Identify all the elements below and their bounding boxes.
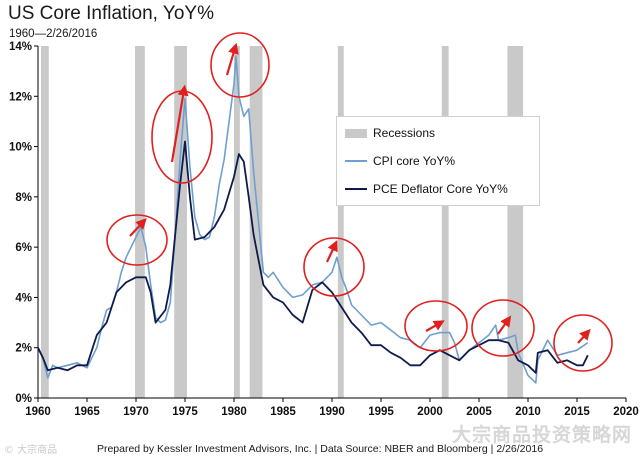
y-tick-label: 14% [9,41,32,53]
x-tick-label: 2005 [466,406,492,418]
annotation-arrow-1970 [129,217,147,237]
annotations [106,32,613,372]
annotation-circle-1990 [303,237,365,297]
chart-title: US Core Inflation, YoY% [8,3,214,24]
annotation-arrow-2008 [497,315,512,335]
series-line-cpi-core [37,55,589,384]
chart-subtitle: 1960—2/26/2016 [9,28,98,40]
legend-swatch-recessions [345,128,367,138]
source-footer: Prepared by Kessler Investment Advisors,… [96,443,544,455]
recession-band [249,46,263,398]
recession-band [234,46,240,398]
y-tick-label: 2% [15,343,32,355]
x-tick-label: 1980 [221,406,247,418]
recession-bands [40,46,524,398]
recession-band [135,46,145,398]
annotation-arrow-1974 [170,84,189,163]
legend-swatch-pce [345,188,367,190]
series-lines [37,55,589,384]
annotation-arrow-1990 [326,240,338,263]
legend-label-cpi: CPI core YoY% [373,154,456,168]
chart-legend: Recessions CPI core YoY% PCE Deflator Co… [336,116,540,206]
y-tick-label: 0% [15,393,32,405]
y-tick-label: 8% [15,192,32,204]
x-tick-label: 1970 [123,406,149,418]
y-tick-label: 12% [9,91,32,103]
y-tick-label: 6% [15,242,32,254]
annotation-circle-2001 [404,300,468,352]
legend-swatch-cpi [345,160,367,162]
x-tick-label: 1985 [270,406,296,418]
x-tick-label: 2000 [417,406,443,418]
annotation-circle-1970 [106,214,168,266]
y-tick-label: 10% [9,142,32,154]
y-tick-label: 4% [15,292,32,304]
annotation-circle-1980 [210,32,270,98]
axes: 0% 2% 4% 6% 8% 10% 12% 14% 1960 1965 1970 1975 1980 1… [9,41,639,418]
x-tick-label: 1965 [74,406,100,418]
x-tick-label: 2015 [564,406,590,418]
annotation-circle-2015 [553,314,613,372]
x-tick-label: 2020 [613,406,639,418]
x-tick-label: 1990 [319,406,345,418]
annotation-arrow-2015 [577,328,591,344]
watermark-right: 大宗商品投资策略网 [451,424,632,446]
legend-item-cpi: CPI core YoY% [345,153,455,169]
x-tick-label: 1975 [172,406,198,418]
x-tick-label: 1995 [368,406,394,418]
recession-band [441,46,449,398]
x-tick-label: 1960 [25,406,51,418]
legend-label-recessions: Recessions [373,126,436,140]
legend-item-pce: PCE Deflator Core YoY% [345,181,508,197]
x-tick-label: 2010 [515,406,541,418]
series-line-pce-core [37,140,589,374]
legend-label-pce: PCE Deflator Core YoY% [373,182,508,196]
recession-band [40,46,49,398]
legend-item-recessions: Recessions [345,125,435,141]
annotation-arrow-1980 [225,42,239,76]
recession-band [337,46,344,398]
annotation-circle-2008 [471,299,535,357]
watermark-left: © 大宗商品 [4,445,58,456]
annotation-arrow-2001 [425,320,445,332]
